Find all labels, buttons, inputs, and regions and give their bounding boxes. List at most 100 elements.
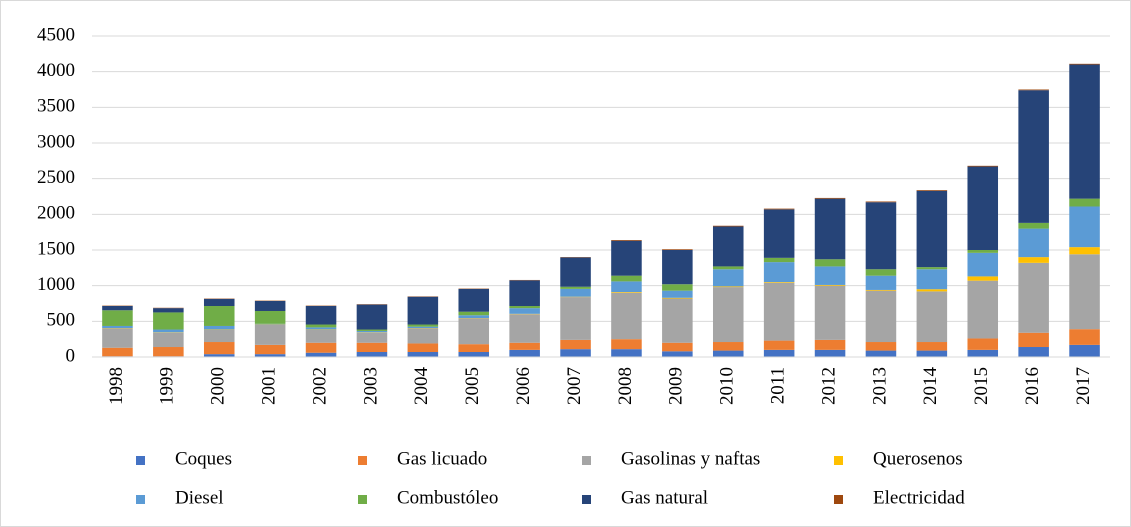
bar-segment [662, 284, 693, 291]
bar-segment [763, 209, 795, 258]
legend-swatch [834, 456, 843, 465]
bar-segment [305, 329, 337, 343]
bar-segment [1018, 228, 1049, 258]
bar-segment [458, 288, 490, 312]
bar-segment [611, 281, 642, 293]
bar-segment [611, 339, 642, 350]
x-tick-label: 2014 [920, 367, 941, 406]
bar-segment [305, 305, 337, 325]
legend-label: Diesel [175, 487, 224, 508]
x-tick-label: 2013 [869, 367, 890, 405]
legend-label: Electricidad [873, 487, 965, 508]
bar-segment [712, 342, 744, 351]
bar-segment [916, 289, 948, 292]
bar-segment [560, 257, 591, 287]
bar-segment [254, 323, 286, 325]
bar-segment [560, 288, 591, 297]
bar-segment [509, 280, 540, 306]
bar-segment [407, 324, 439, 327]
bar-segment [865, 289, 897, 291]
bar-segment [254, 344, 286, 355]
bar-segment [662, 342, 693, 352]
bar-segment [203, 354, 235, 357]
x-tick-label: 2002 [309, 367, 330, 405]
bar-segment [712, 226, 744, 267]
bar-segment [203, 325, 235, 330]
bar-segment [102, 305, 133, 311]
bar-segment [712, 286, 744, 288]
bar-segment [1069, 254, 1100, 330]
bar-segment [662, 351, 693, 357]
bar-segment [203, 342, 235, 355]
legend-swatch [834, 495, 843, 504]
bar-segment [712, 225, 744, 227]
bar-segment [662, 290, 693, 298]
bar-segment [153, 308, 184, 313]
bar-segment [1069, 64, 1100, 199]
x-tick-label: 1998 [106, 367, 127, 405]
x-tick-label: 2011 [768, 367, 789, 404]
bar-segment [102, 325, 133, 329]
bar-segment [1069, 247, 1100, 255]
bar-segment [814, 339, 846, 350]
bar-segment [967, 349, 999, 357]
bar-segment [712, 287, 744, 343]
bar-segment [712, 269, 744, 287]
bar-segment [967, 166, 999, 250]
bar-segment [611, 240, 642, 276]
bar-segment [1018, 262, 1049, 333]
bar-segment [102, 328, 133, 348]
bar-segment [814, 198, 846, 260]
bar-segment [916, 269, 948, 290]
x-tick-label: 2005 [462, 367, 483, 405]
bar-segment [305, 327, 337, 330]
bar-segment [458, 315, 490, 319]
y-tick-label: 500 [47, 310, 76, 331]
bar-segment [967, 252, 999, 277]
bar-segment [153, 329, 184, 333]
bar-segment [305, 324, 337, 328]
bar-segment [153, 332, 184, 348]
bar-segment [814, 259, 846, 267]
bar-segment [967, 276, 999, 281]
bar-segment [356, 329, 388, 331]
x-tick-label: 2000 [208, 367, 229, 405]
bar-segment [712, 266, 744, 270]
bar-segment [763, 349, 795, 357]
bar-segment [305, 342, 337, 353]
bar-segment [662, 249, 693, 250]
bar-segment [814, 266, 846, 285]
x-tick-label: 2017 [1073, 367, 1094, 405]
legend-label: Coques [175, 448, 232, 469]
y-tick-label: 2000 [37, 203, 75, 224]
x-tick-label: 2004 [411, 367, 432, 406]
bar-segment [1018, 90, 1049, 223]
bar-segment [814, 285, 846, 340]
bar-segment [407, 326, 439, 329]
bar-segment [356, 304, 388, 330]
bar-segment [865, 290, 897, 343]
bar-segment [763, 282, 795, 283]
bar-segment [814, 349, 846, 357]
y-tick-label: 4500 [37, 24, 75, 45]
bar-segment [356, 332, 388, 343]
bar-segment [1069, 198, 1100, 207]
bar-segment [916, 267, 948, 270]
bar-segment [509, 342, 540, 350]
bar-segment [763, 340, 795, 350]
bar-segment [102, 310, 133, 326]
legend-label: Querosenos [873, 448, 963, 469]
x-tick-label: 2012 [818, 367, 839, 405]
bar-segment [865, 275, 897, 290]
x-tick-label: 2006 [513, 367, 534, 405]
bar-segment [916, 190, 948, 268]
y-tick-label: 1000 [37, 274, 75, 295]
bar-segment [560, 297, 591, 340]
bar-segment [662, 298, 693, 343]
bar-segment [865, 342, 897, 351]
x-tick-label: 2003 [360, 367, 381, 405]
bar-segment [967, 338, 999, 350]
legend-swatch [136, 495, 145, 504]
x-tick-label: 2009 [666, 367, 687, 405]
